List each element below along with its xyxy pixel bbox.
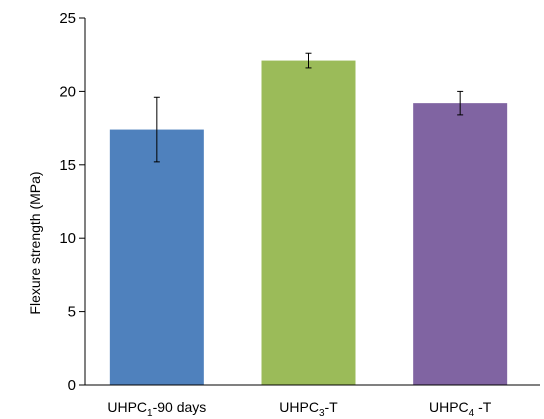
error-bar	[305, 52, 312, 69]
category-subscript: 3	[319, 408, 325, 419]
x-axis-labels: UHPC1-90 days UHPC3-T UHPC4 -T	[107, 399, 491, 419]
y-axis-ticks: 0 5 10 15 20 25	[59, 10, 85, 394]
category-suffix: -T	[474, 399, 492, 415]
category-subscript: 1	[147, 408, 153, 419]
y-tick-label: 15	[59, 157, 76, 174]
y-tick-label: 0	[68, 377, 76, 394]
y-tick-label: 20	[59, 83, 76, 100]
category-base: UHPC	[279, 399, 319, 415]
error-bar	[457, 90, 464, 116]
bars	[109, 60, 508, 386]
bar	[261, 60, 356, 386]
bar	[413, 103, 508, 386]
x-category-label: UHPC4 -T	[429, 399, 492, 419]
category-subscript: 4	[469, 408, 475, 419]
y-tick-label: 5	[68, 304, 76, 321]
category-suffix: -90 days	[153, 399, 207, 415]
x-category-label: UHPC1-90 days	[107, 399, 206, 419]
y-axis-title: Flexure strength (MPa)	[27, 171, 43, 314]
bar	[109, 129, 204, 385]
category-base: UHPC	[429, 399, 469, 415]
y-tick-label: 10	[59, 230, 76, 247]
category-base: UHPC	[107, 399, 147, 415]
y-tick-label: 25	[59, 10, 76, 27]
error-bars	[153, 52, 464, 163]
error-bar	[153, 96, 160, 163]
category-suffix: -T	[325, 399, 339, 415]
x-category-label: UHPC3-T	[279, 399, 338, 419]
